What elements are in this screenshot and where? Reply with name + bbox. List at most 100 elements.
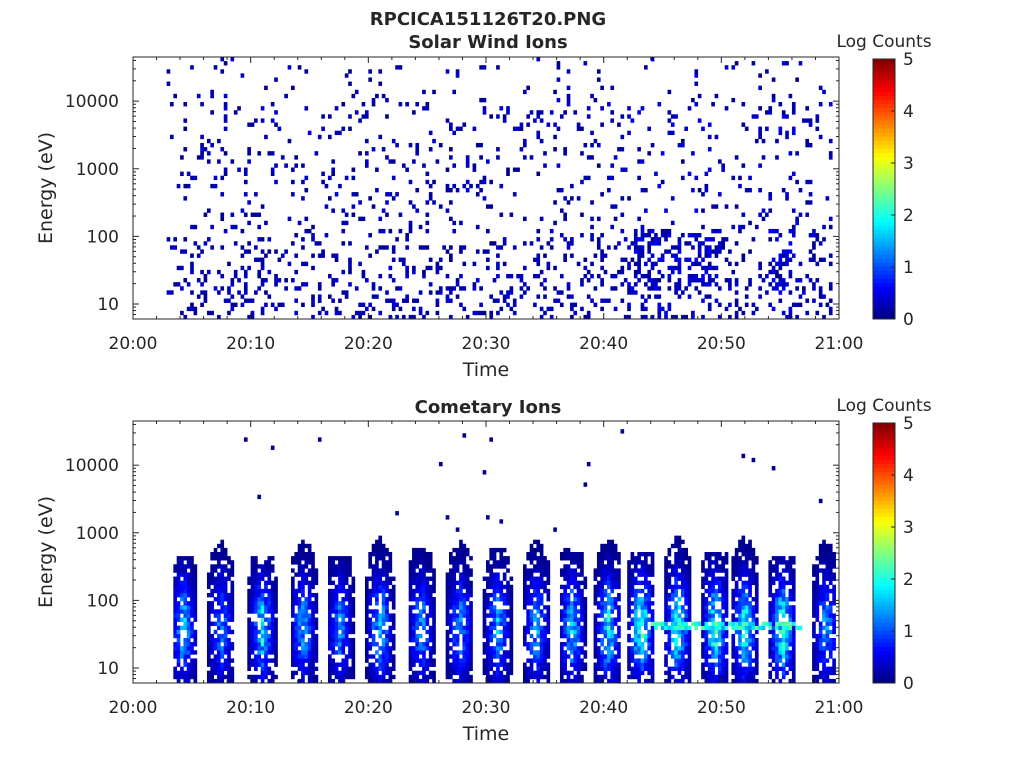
- heatmap-cell: [327, 674, 332, 680]
- heatmap-cell: [637, 249, 641, 254]
- heatmap-cell: [502, 572, 507, 577]
- heatmap-cell: [254, 212, 258, 217]
- heatmap-cell: [499, 588, 504, 594]
- heatmap-cell: [674, 114, 678, 119]
- heatmap-cell: [711, 674, 715, 680]
- heatmap-cell: [462, 629, 467, 635]
- heatmap-cell: [223, 650, 228, 655]
- heatmap-cell: [260, 576, 265, 581]
- heatmap-cell: [301, 633, 305, 639]
- heatmap-cell: [449, 646, 453, 651]
- heatmap-cell: [637, 662, 641, 667]
- heatmap-cell: [183, 572, 188, 577]
- y-tick-label: 100: [87, 227, 119, 247]
- heatmap-cell: [828, 298, 833, 303]
- heatmap-cell: [536, 642, 541, 647]
- heatmap-cell: [748, 175, 752, 181]
- heatmap-cell: [183, 625, 188, 631]
- heatmap-cell: [301, 646, 305, 651]
- heatmap-cell: [428, 192, 433, 197]
- heatmap-cell: [677, 257, 682, 262]
- heatmap-cell: [610, 118, 615, 123]
- heatmap-cell: [566, 69, 571, 74]
- heatmap-cell: [717, 670, 722, 676]
- colorbar-segment: [873, 176, 895, 182]
- heatmap-cell: [657, 237, 662, 242]
- heatmap-cell: [250, 556, 255, 561]
- heatmap-cell: [694, 621, 699, 626]
- heatmap-cell: [580, 601, 584, 606]
- heatmap-cell: [670, 543, 675, 549]
- heatmap-cell: [368, 678, 372, 684]
- heatmap-cell: [617, 241, 621, 246]
- heatmap-cell: [270, 151, 275, 156]
- heatmap-cell: [637, 216, 641, 222]
- heatmap-cell: [684, 613, 689, 618]
- heatmap-cell: [630, 592, 635, 598]
- heatmap-cell: [311, 650, 315, 655]
- heatmap-cell: [546, 306, 551, 312]
- heatmap-cell: [223, 633, 228, 639]
- heatmap-cell: [576, 674, 581, 680]
- heatmap-cell: [291, 625, 295, 631]
- heatmap-cell: [257, 629, 262, 635]
- heatmap-cell: [334, 637, 339, 643]
- heatmap-cell: [220, 597, 225, 602]
- heatmap-cell: [492, 674, 497, 680]
- heatmap-cell: [264, 564, 268, 569]
- heatmap-cell: [805, 298, 810, 303]
- heatmap-cell: [650, 228, 655, 234]
- heatmap-cell: [647, 269, 652, 275]
- heatmap-cell: [344, 588, 349, 594]
- heatmap-cell: [334, 192, 339, 197]
- heatmap-cell: [180, 609, 184, 614]
- heatmap-cell: [368, 588, 372, 594]
- heatmap-cell: [391, 617, 396, 622]
- heatmap-cell: [610, 678, 615, 684]
- heatmap-cell: [254, 584, 258, 590]
- heatmap-cell: [694, 261, 699, 267]
- heatmap-cell: [270, 568, 275, 573]
- heatmap-cell: [294, 572, 299, 577]
- heatmap-cell: [260, 674, 265, 680]
- heatmap-cell: [351, 192, 356, 197]
- heatmap-cell: [418, 310, 423, 316]
- heatmap-cell: [361, 114, 366, 119]
- heatmap-cell: [247, 159, 251, 164]
- heatmap-cell: [788, 314, 793, 320]
- heatmap-cell: [368, 564, 372, 569]
- heatmap-cell: [176, 678, 181, 684]
- heatmap-cell: [684, 658, 689, 663]
- heatmap-cell: [647, 241, 652, 246]
- heatmap-cell: [459, 552, 463, 557]
- heatmap-cell: [593, 670, 598, 676]
- heatmap-cell: [674, 290, 678, 295]
- heatmap-cell: [227, 609, 231, 614]
- heatmap-cell: [570, 314, 574, 320]
- heatmap-cell: [667, 637, 672, 643]
- heatmap-cell: [650, 662, 655, 667]
- heatmap-cell: [388, 273, 393, 279]
- heatmap-cell: [391, 646, 396, 651]
- heatmap-cell: [781, 253, 786, 258]
- heatmap-cell: [297, 547, 302, 553]
- heatmap-cell: [371, 306, 376, 312]
- heatmap-cell: [220, 601, 225, 606]
- heatmap-cell: [341, 241, 346, 246]
- heatmap-cell: [812, 228, 816, 234]
- heatmap-cell: [465, 584, 470, 590]
- heatmap-cell: [486, 597, 490, 602]
- heatmap-cell: [670, 220, 675, 226]
- heatmap-cell: [301, 629, 305, 635]
- heatmap-cell: [455, 527, 460, 532]
- heatmap-cell: [701, 601, 705, 606]
- heatmap-cell: [176, 674, 181, 680]
- heatmap-cell: [260, 642, 265, 647]
- heatmap-cell: [596, 142, 601, 148]
- heatmap-cell: [307, 662, 312, 667]
- heatmap-cell: [664, 576, 668, 581]
- heatmap-cell: [230, 560, 235, 565]
- heatmap-cell: [452, 286, 457, 291]
- heatmap-cell: [607, 654, 611, 659]
- heatmap-cell: [378, 245, 383, 250]
